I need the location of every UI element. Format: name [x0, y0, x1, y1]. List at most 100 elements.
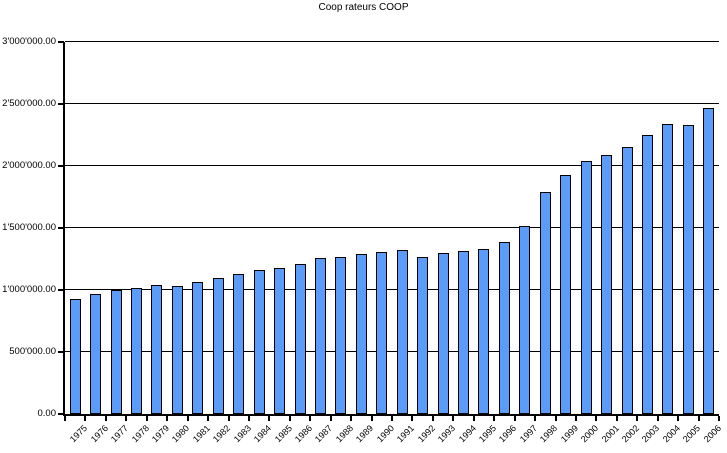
chart-title: Coop rateurs COOP: [318, 2, 409, 13]
x-tick-label-1985: 1985: [272, 423, 295, 445]
bar-2000: [581, 161, 592, 414]
bar-1978: [131, 288, 142, 414]
bar-1989: [356, 254, 367, 414]
x-tick-label-1981: 1981: [190, 423, 213, 445]
x-tick-label-2000: 2000: [578, 423, 601, 445]
x-tick-label-2005: 2005: [680, 423, 703, 445]
x-tick-label-1993: 1993: [435, 423, 458, 445]
bar-1997: [519, 226, 530, 414]
bar-1982: [213, 278, 224, 414]
bar-1976: [90, 294, 101, 414]
bar-2006: [703, 108, 714, 414]
bar-2005: [683, 125, 694, 414]
x-tick: [656, 416, 659, 421]
x-tick-label-1994: 1994: [456, 423, 479, 445]
x-tick-label-1997: 1997: [517, 423, 540, 445]
bar-1992: [417, 257, 428, 414]
x-tick-label-2002: 2002: [619, 423, 642, 445]
x-tick: [534, 416, 537, 421]
y-tick-label: 3'000'000.00: [2, 36, 56, 47]
x-tick-label-1998: 1998: [537, 423, 560, 445]
x-tick-label-1982: 1982: [210, 423, 233, 445]
y-tick: [58, 103, 64, 105]
bar-1983: [233, 274, 244, 414]
y-tick-label: 2'000'000.00: [2, 160, 56, 171]
bar-1987: [315, 258, 326, 414]
x-axis-line: [63, 414, 719, 416]
x-tick: [247, 416, 250, 421]
x-tick: [64, 416, 66, 421]
gridline-3000000: [65, 41, 719, 42]
x-tick: [391, 416, 393, 421]
bar-1979: [151, 285, 162, 414]
x-tick: [166, 416, 169, 421]
x-tick: [472, 416, 475, 421]
bar-1988: [335, 257, 346, 414]
x-tick-label-1984: 1984: [251, 423, 274, 445]
y-tick: [58, 227, 64, 229]
x-tick: [452, 416, 455, 421]
x-tick-label-1977: 1977: [108, 423, 131, 445]
x-tick: [104, 416, 107, 421]
gridline-1500000: [65, 227, 719, 228]
x-tick-label-2004: 2004: [660, 423, 683, 445]
x-tick-label-1976: 1976: [88, 423, 111, 445]
x-tick: [350, 416, 353, 421]
bar-1994: [458, 251, 469, 414]
x-tick: [493, 416, 496, 421]
bar-1991: [397, 250, 408, 414]
x-tick: [309, 416, 312, 421]
bar-1977: [111, 290, 122, 414]
x-tick-label-1989: 1989: [353, 423, 376, 445]
y-axis-line: [63, 42, 65, 416]
x-tick: [636, 416, 639, 421]
bar-1981: [192, 282, 203, 414]
x-tick-label-1991: 1991: [394, 423, 417, 445]
gridline-500000: [65, 351, 719, 352]
x-tick-label-1975: 1975: [67, 423, 90, 445]
x-tick: [554, 416, 557, 421]
x-tick-label-1987: 1987: [312, 423, 335, 445]
x-tick: [145, 416, 148, 421]
gridline-2000000: [65, 165, 719, 166]
x-tick: [411, 416, 414, 421]
x-tick-label-1990: 1990: [374, 423, 397, 445]
x-tick-label-1986: 1986: [292, 423, 315, 445]
bar-1986: [295, 264, 306, 414]
x-tick-label-2003: 2003: [639, 423, 662, 445]
x-tick-label-1992: 1992: [415, 423, 438, 445]
x-tick-label-1999: 1999: [558, 423, 581, 445]
x-tick: [595, 416, 598, 421]
y-tick: [58, 351, 64, 353]
x-tick: [431, 416, 434, 421]
x-tick-label-1978: 1978: [129, 423, 152, 445]
bar-1980: [172, 286, 183, 414]
x-tick: [268, 416, 271, 421]
x-tick: [697, 416, 700, 421]
y-tick-label: 500'000.00: [9, 346, 56, 357]
x-tick-label-2001: 2001: [599, 423, 622, 445]
bar-1985: [274, 268, 285, 414]
bar-1996: [499, 242, 510, 414]
bar-1995: [478, 249, 489, 414]
x-tick: [370, 416, 373, 421]
x-tick: [718, 416, 720, 421]
x-tick-label-1988: 1988: [333, 423, 356, 445]
x-tick: [329, 416, 332, 421]
x-tick-label-1979: 1979: [149, 423, 172, 445]
x-tick-label-1995: 1995: [476, 423, 499, 445]
x-tick: [125, 416, 128, 421]
y-tick: [58, 413, 64, 415]
x-tick: [615, 416, 618, 421]
y-tick: [58, 165, 64, 167]
x-tick-label-1996: 1996: [496, 423, 519, 445]
x-tick: [207, 416, 210, 421]
x-tick: [186, 416, 189, 421]
x-tick: [677, 416, 680, 421]
bar-2003: [642, 135, 653, 414]
x-tick-label-1980: 1980: [169, 423, 192, 445]
y-tick-label: 2'500'000.00: [2, 98, 56, 109]
y-tick-label: 1'000'000.00: [2, 284, 56, 295]
bar-1990: [376, 252, 387, 414]
